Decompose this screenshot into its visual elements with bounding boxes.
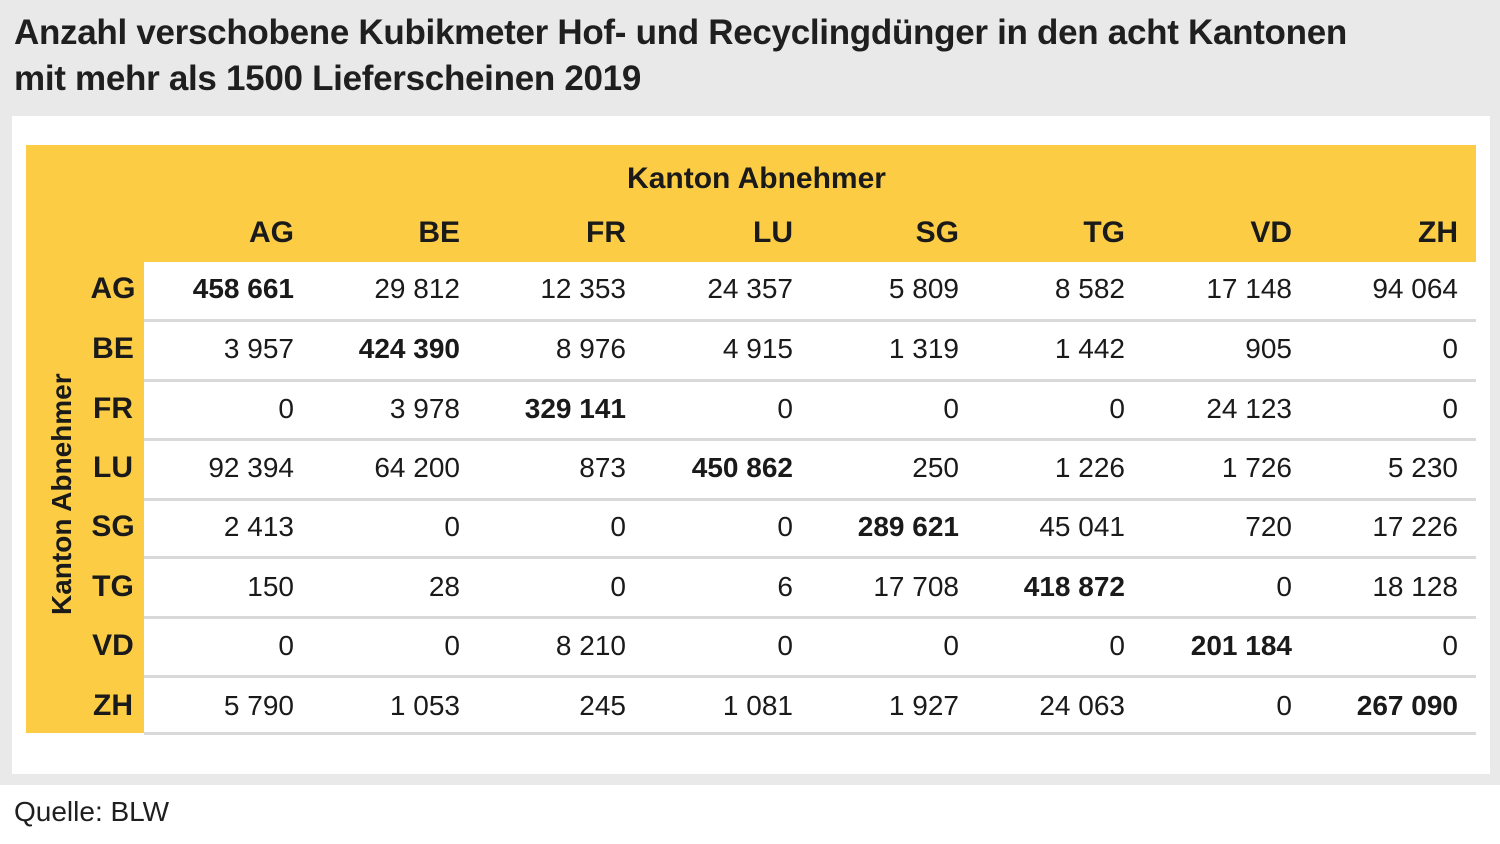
row-divider [144,379,1476,382]
column-header-tg: TG [1083,216,1125,249]
row-divider [144,675,1476,678]
table-cell-be-ag: 3 957 [223,333,294,364]
column-header-sg: SG [915,216,959,249]
table-cell-lu-lu: 450 862 [691,452,793,483]
table-cell-vd-tg: 0 [1109,630,1125,661]
table-cell-tg-be: 28 [428,571,460,602]
table-cell-be-sg: 1 319 [888,333,959,364]
table-cell-lu-fr: 873 [579,452,626,483]
table-cell-tg-tg: 418 872 [1023,571,1125,602]
column-header-be: BE [418,216,460,249]
table-cell-lu-sg: 250 [912,452,959,483]
column-header-lu: LU [753,216,793,249]
row-divider [144,732,1476,735]
table-cell-vd-sg: 0 [943,630,959,661]
column-header-fr: FR [586,216,626,249]
table-cell-tg-ag: 150 [247,571,294,602]
table-cell-zh-sg: 1 927 [888,690,959,721]
table-cell-vd-ag: 0 [278,630,294,661]
table-cell-ag-zh: 94 064 [1372,273,1458,304]
table-cell-ag-tg: 8 582 [1054,273,1125,304]
table-cell-ag-vd: 17 148 [1206,273,1292,304]
row-header-be: BE [92,332,134,365]
column-header-ag: AG [249,216,294,249]
row-divider [144,319,1476,322]
table-cell-be-lu: 4 915 [722,333,793,364]
table-cell-sg-tg: 45 041 [1039,511,1125,542]
row-header-lu: LU [93,451,133,484]
row-group-label-wrapper: Kanton Abnehmer [46,373,86,655]
table-cell-be-fr: 8 976 [555,333,626,364]
row-header-band [26,145,144,733]
row-header-vd: VD [92,629,134,662]
table-cell-fr-lu: 0 [777,393,793,424]
column-group-label: Kanton Abnehmer [627,162,886,195]
table-cell-zh-fr: 245 [579,690,626,721]
table-cell-sg-vd: 720 [1245,511,1292,542]
table-cell-sg-zh: 17 226 [1372,511,1458,542]
table-cell-sg-lu: 0 [777,511,793,542]
table-cell-fr-fr: 329 141 [524,393,626,424]
chart-title-line-1: Anzahl verschobene Kubikmeter Hof- und R… [14,13,1347,52]
table-cell-tg-zh: 18 128 [1372,571,1458,602]
table-cell-be-be: 424 390 [358,333,460,364]
table-cell-zh-ag: 5 790 [223,690,294,721]
table-cell-vd-be: 0 [444,630,460,661]
table-cell-vd-zh: 0 [1442,630,1458,661]
table-cell-fr-be: 3 978 [389,393,460,424]
column-header-zh: ZH [1418,216,1458,249]
column-header-band [26,145,1476,262]
table-cell-zh-vd: 0 [1276,690,1292,721]
chart-title-line-2: mit mehr als 1500 Lieferscheinen 2019 [14,59,642,98]
row-divider [144,616,1476,619]
table-cell-zh-be: 1 053 [389,690,460,721]
table-cell-be-tg: 1 442 [1054,333,1125,364]
row-header-zh: ZH [93,689,133,722]
table-cell-sg-ag: 2 413 [223,511,294,542]
table-cell-lu-tg: 1 226 [1054,452,1125,483]
table-cell-zh-lu: 1 081 [722,690,793,721]
row-divider [144,556,1476,559]
table-cell-vd-fr: 8 210 [555,630,626,661]
table-cell-tg-lu: 6 [777,571,793,602]
table-cell-ag-ag: 458 661 [192,273,294,304]
table-cell-be-zh: 0 [1442,333,1458,364]
table-cell-ag-be: 29 812 [374,273,460,304]
table-cell-fr-ag: 0 [278,393,294,424]
column-header-vd: VD [1250,216,1292,249]
table-cell-tg-sg: 17 708 [873,571,959,602]
table-cell-ag-fr: 12 353 [540,273,626,304]
table-cell-sg-sg: 289 621 [857,511,959,542]
table-cell-sg-be: 0 [444,511,460,542]
table-cell-tg-vd: 0 [1276,571,1292,602]
table-cell-fr-tg: 0 [1109,393,1125,424]
table-cell-lu-ag: 92 394 [208,452,294,483]
table-cell-zh-zh: 267 090 [1356,690,1458,721]
row-divider [144,498,1476,501]
table-cell-vd-vd: 201 184 [1190,630,1292,661]
table-cell-vd-lu: 0 [777,630,793,661]
table-cell-ag-sg: 5 809 [888,273,959,304]
table-cell-be-vd: 905 [1245,333,1292,364]
table-cell-zh-tg: 24 063 [1039,690,1125,721]
row-header-tg: TG [92,570,134,603]
table-cell-tg-fr: 0 [610,571,626,602]
row-header-sg: SG [91,510,135,543]
row-group-label: Kanton Abnehmer [46,373,77,615]
row-header-fr: FR [93,392,133,425]
table-cell-fr-vd: 24 123 [1206,393,1292,424]
table-cell-lu-zh: 5 230 [1387,452,1458,483]
table-cell-lu-vd: 1 726 [1221,452,1292,483]
table-cell-lu-be: 64 200 [374,452,460,483]
table-cell-fr-zh: 0 [1442,393,1458,424]
row-header-ag: AG [90,272,136,305]
table-cell-fr-sg: 0 [943,393,959,424]
table-cell-ag-lu: 24 357 [707,273,793,304]
source-note: Quelle: BLW [14,796,170,827]
row-divider [144,438,1476,441]
table-cell-sg-fr: 0 [610,511,626,542]
chart-title: Anzahl verschobene Kubikmeter Hof- und R… [14,10,1484,102]
